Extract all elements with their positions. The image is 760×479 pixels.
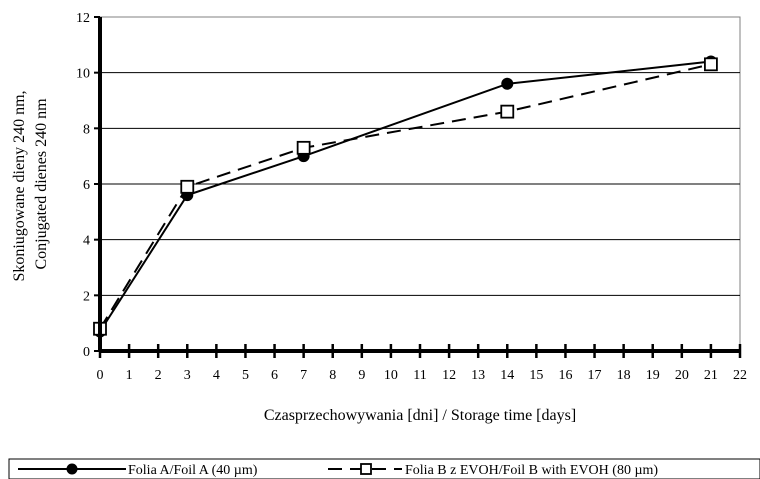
x-tick-label-6: 6 [271,368,278,383]
x-tick-label-14: 14 [500,368,514,383]
y-tick-label-3: 6 [83,178,90,193]
legend-item-series-1: Folia A/Foil A (40 µm) [18,463,258,478]
x-tick-label-2: 2 [155,368,162,383]
x-tick-label-3: 3 [184,368,191,383]
x-axis-ticks: 0 1 2 3 4 5 6 7 8 9 10 11 12 13 14 15 16 17 18 19 20 21 22 [97,344,747,383]
x-tick-label-8: 8 [329,368,336,383]
x-tick-label-4: 4 [213,368,220,383]
x-tick-label-5: 5 [242,368,249,383]
data-point-s2-3 [500,104,515,119]
x-tick-label-1: 1 [126,368,133,383]
x-tick-label-16: 16 [558,368,572,383]
x-tick-label-20: 20 [675,368,689,383]
y-tick-label-4: 8 [83,122,90,137]
x-tick-label-13: 13 [471,368,485,383]
legend: Folia A/Foil A (40 µm) Folia B z EVOH/Fo… [8,458,760,479]
x-tick-label-19: 19 [646,368,660,383]
legend-item-series-2: Folia B z EVOH/Foil B with EVOH (80 µm) [328,463,658,478]
y-axis-label: Skoniugowane dieny 240 nm, Conjugated di… [11,86,50,281]
y-axis-label-line-2: Conjugated dienes 240 nm [33,98,50,270]
x-tick-label-10: 10 [384,368,398,383]
x-tick-label-15: 15 [529,368,543,383]
x-tick-label-17: 17 [588,368,602,383]
x-tick-label-22: 22 [733,368,747,383]
data-point-s1-3 [501,77,514,90]
data-point-s2-4 [704,57,718,72]
axes [98,17,740,353]
legend-marker-series-1 [66,463,78,475]
x-tick-label-9: 9 [358,368,365,383]
y-tick-label-6: 12 [76,11,90,26]
legend-marker-series-2 [360,463,372,475]
x-tick-label-18: 18 [617,368,631,383]
x-tick-label-12: 12 [442,368,456,383]
gridlines [100,72,740,296]
legend-label-series-2: Folia B z EVOH/Foil B with EVOH (80 µm) [405,463,658,478]
y-axis-label-line-1: Skoniugowane dieny 240 nm, [11,90,28,281]
y-tick-label-2: 4 [83,234,90,249]
x-tick-label-21: 21 [704,368,718,383]
x-tick-label-7: 7 [300,368,307,383]
data-point-s2-2 [296,140,311,155]
y-tick-label-0: 0 [83,345,90,360]
x-axis-label: Czasprzechowywania [dni] / Storage time … [264,407,576,424]
y-tick-label-1: 2 [83,289,90,304]
legend-label-series-1: Folia A/Foil A (40 µm) [128,463,258,478]
x-tick-label-11: 11 [413,368,426,383]
x-tick-label-0: 0 [97,368,104,383]
y-tick-label-5: 10 [76,67,90,82]
y-axis-ticks: 0 2 4 6 8 10 12 [76,11,100,360]
data-point-s2-1 [180,179,195,194]
